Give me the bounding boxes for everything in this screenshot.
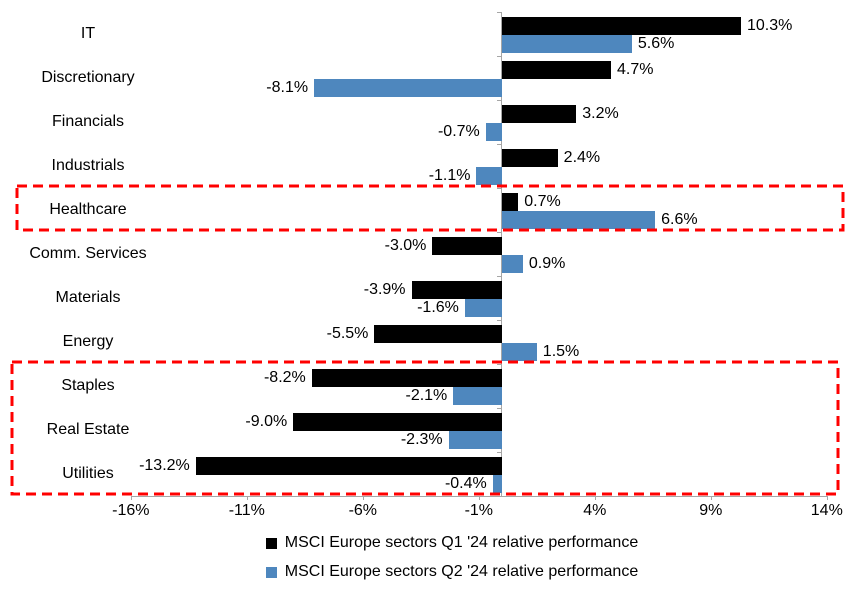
q1-series-swatch: [265, 537, 277, 549]
value-label-q1-comm-services: -3.0%: [384, 237, 427, 254]
value-label-q2-real-estate: -2.3%: [400, 431, 443, 448]
y-axis-tick: [497, 276, 502, 277]
y-axis-tick: [497, 144, 502, 145]
value-label-q1-healthcare: 0.7%: [524, 193, 561, 210]
x-axis-tick: [826, 496, 828, 500]
category-label-financials: Financials: [51, 113, 125, 130]
bar-q1-industrials: [502, 149, 558, 167]
y-axis-tick: [497, 12, 502, 13]
y-axis-tick: [497, 232, 502, 233]
bar-q2-staples: [453, 387, 502, 405]
x-tick-label: -1%: [464, 502, 494, 519]
q2-series-swatch: [265, 566, 277, 578]
y-axis-tick: [497, 320, 502, 321]
category-label-it: IT: [80, 25, 96, 42]
y-axis-tick: [497, 452, 502, 453]
bar-q2-real-estate: [448, 431, 502, 449]
x-tick-label: 9%: [699, 502, 723, 519]
value-label-q1-real-estate: -9.0%: [245, 413, 288, 430]
category-label-real-estate: Real Estate: [46, 421, 130, 438]
y-axis-tick: [497, 364, 502, 365]
bar-q2-utilities: [492, 475, 502, 493]
x-axis-tick: [710, 496, 712, 500]
bar-q1-it: [502, 17, 741, 35]
bar-q1-healthcare: [502, 193, 519, 211]
value-label-q2-industrials: -1.1%: [428, 167, 471, 184]
chart-legend: MSCI Europe sectors Q1 '24 relative perf…: [26, 534, 852, 581]
category-label-staples: Staples: [61, 377, 115, 394]
bar-q1-materials: [411, 281, 502, 299]
y-axis-tick: [497, 188, 502, 189]
value-label-q1-discretionary: 4.7%: [617, 61, 654, 78]
y-axis-tick: [497, 408, 502, 409]
legend-item-q2: MSCI Europe sectors Q2 '24 relative perf…: [265, 563, 639, 581]
y-axis-tick: [497, 100, 502, 101]
legend-item-q1: MSCI Europe sectors Q1 '24 relative perf…: [265, 534, 639, 552]
bar-q2-healthcare: [502, 211, 656, 229]
x-tick-label: -6%: [348, 502, 378, 519]
legend-label-q1: MSCI Europe sectors Q1 '24 relative perf…: [284, 534, 639, 551]
x-tick-label: 4%: [583, 502, 607, 519]
bar-q2-comm-services: [502, 255, 523, 273]
x-axis-tick: [362, 496, 364, 500]
bar-q1-utilities: [195, 457, 502, 475]
value-label-q1-staples: -8.2%: [263, 369, 306, 386]
bar-q2-it: [502, 35, 632, 53]
value-label-q1-industrials: 2.4%: [563, 149, 601, 166]
value-label-q1-financials: 3.2%: [582, 105, 619, 122]
bar-q1-discretionary: [502, 61, 612, 79]
bar-q1-real-estate: [293, 413, 502, 431]
bar-q2-energy: [502, 343, 537, 361]
bar-q1-staples: [311, 369, 502, 387]
value-label-q1-it: 10.3%: [746, 17, 793, 34]
x-axis-tick: [594, 496, 596, 500]
legend-label-q2: MSCI Europe sectors Q2 '24 relative perf…: [284, 563, 639, 580]
bar-q1-comm-services: [432, 237, 502, 255]
value-label-q1-materials: -3.9%: [363, 281, 406, 298]
bar-q2-materials: [464, 299, 502, 317]
value-label-q1-energy: -5.5%: [326, 325, 369, 342]
category-label-industrials: Industrials: [51, 157, 125, 174]
value-label-q2-staples: -2.1%: [405, 387, 448, 404]
bar-q1-financials: [502, 105, 577, 123]
x-axis-tick: [478, 496, 480, 500]
x-axis-tick: [130, 496, 132, 500]
value-label-q2-energy: 1.5%: [542, 343, 580, 360]
bar-q2-financials: [485, 123, 502, 141]
category-label-healthcare: Healthcare: [49, 201, 127, 218]
value-label-q2-materials: -1.6%: [417, 299, 459, 316]
value-label-q2-discretionary: -8.1%: [266, 79, 309, 96]
value-label-q1-utilities: -13.2%: [139, 457, 190, 474]
bar-q1-energy: [374, 325, 502, 343]
category-label-energy: Energy: [62, 333, 114, 350]
value-label-q2-utilities: -0.4%: [444, 475, 487, 492]
category-label-materials: Materials: [55, 289, 121, 306]
x-tick-label: 14%: [810, 502, 843, 519]
value-label-q2-it: 5.6%: [637, 35, 675, 52]
x-axis-tick: [246, 496, 248, 500]
x-tick-label: -16%: [112, 502, 150, 519]
category-label-discretionary: Discretionary: [41, 69, 135, 86]
value-label-q2-healthcare: 6.6%: [661, 211, 698, 228]
x-tick-label: -11%: [228, 502, 265, 519]
y-axis-tick: [497, 56, 502, 57]
bar-q2-discretionary: [314, 79, 502, 97]
bar-q2-industrials: [476, 167, 502, 185]
category-label-comm-services: Comm. Services: [29, 245, 147, 262]
value-label-q2-comm-services: 0.9%: [528, 255, 566, 272]
value-label-q2-financials: -0.7%: [437, 123, 480, 140]
